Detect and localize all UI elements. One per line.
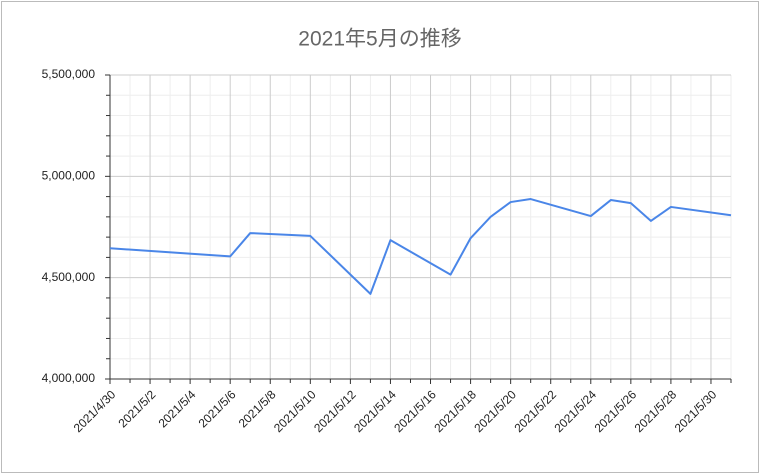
y-tick-label: 4,000,000 (42, 371, 96, 385)
y-tick-label: 5,000,000 (42, 169, 96, 183)
y-tick-label: 4,500,000 (42, 270, 96, 284)
y-tick-label: 5,500,000 (42, 67, 96, 81)
chart-title: 2021年5月の推移 (298, 28, 461, 51)
data-line (109, 198, 732, 295)
